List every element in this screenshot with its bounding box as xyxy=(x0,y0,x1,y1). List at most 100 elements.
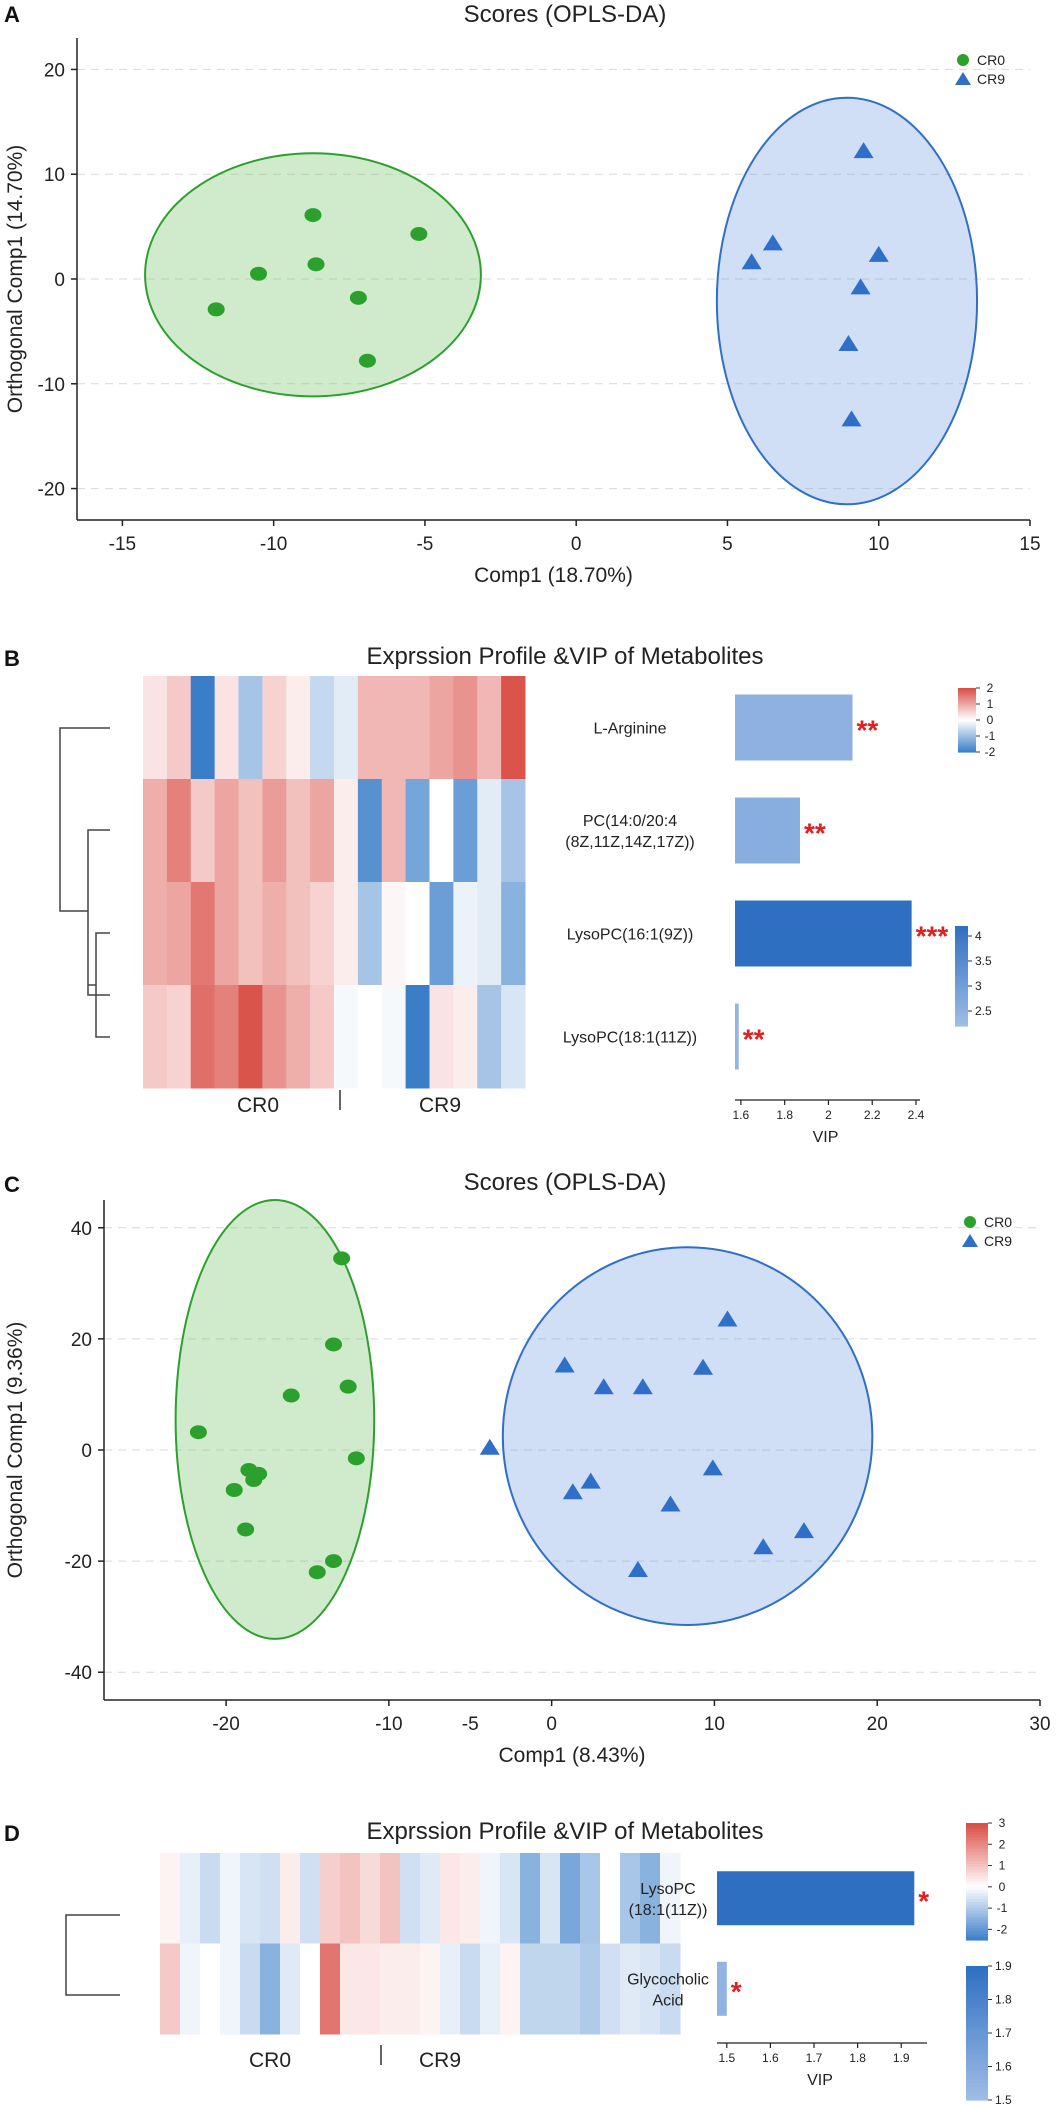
legend-label-cr9: CR9 xyxy=(984,1233,1012,1249)
heatmap-cell xyxy=(340,1853,361,1944)
vip-colorbar-segment xyxy=(966,2079,988,2084)
vip-colorbar-segment xyxy=(955,1003,968,1007)
group-label-cr0: CR0 xyxy=(249,2049,291,2072)
row-label: L-Arginine xyxy=(594,721,667,738)
heatmap-cell xyxy=(620,1943,641,2035)
zscore-colorbar-label: 0 xyxy=(999,1880,1006,1894)
vip-colorbar-segment xyxy=(955,983,968,987)
heatmap-cell xyxy=(238,779,263,883)
data-point-cr9 xyxy=(853,142,874,159)
zscore-colorbar-segment xyxy=(958,715,976,718)
heatmap-cell xyxy=(501,985,526,1089)
heatmap-cell xyxy=(300,1853,321,1944)
row-label: Glycocholic xyxy=(627,1971,709,1988)
vip-tick-label: 1.5 xyxy=(718,2051,735,2065)
data-point-cr0 xyxy=(339,1379,357,1394)
vip-colorbar-segment xyxy=(966,1982,988,1987)
panel-C: C Scores (OPLS-DA) -40 -20 0 20 40 -20 -10 -5 0 10 2… xyxy=(4,1169,1051,1767)
zscore-colorbar-segment xyxy=(966,1863,988,1868)
heatmap-cell xyxy=(280,1943,301,2035)
zscore-colorbar-segment xyxy=(966,1858,988,1862)
row-label: (18:1(11Z)) xyxy=(629,1902,708,1919)
panel-A: A Scores (OPLS-DA) -20 -10 0 10 20 -15 -10 -5 0 5 10… xyxy=(4,1,1041,587)
zscore-colorbar-segment xyxy=(958,704,976,707)
vip-colorbar-segment xyxy=(966,1992,988,1997)
zscore-colorbar-segment xyxy=(966,1907,988,1912)
vip-colorbar-segment xyxy=(966,2063,988,2068)
x-axis-label: Comp1 (8.43%) xyxy=(498,1744,645,1767)
vip-colorbar-segment xyxy=(955,1006,968,1010)
zscore-colorbar-segment xyxy=(966,1840,988,1845)
heatmap-cell xyxy=(501,676,526,780)
heatmap-cell xyxy=(360,1853,381,1944)
row-label: Acid xyxy=(652,1992,683,2009)
heatmap-cell xyxy=(429,985,454,1089)
heatmap-cell xyxy=(190,676,216,780)
heatmap-cell xyxy=(260,1943,281,2035)
vip-colorbar-segment xyxy=(966,2006,988,2011)
heatmap-cell xyxy=(580,1853,601,1944)
heatmap-cell xyxy=(405,882,430,986)
zscore-colorbar-label: -1 xyxy=(997,1901,1008,1915)
vip-colorbar-segment xyxy=(966,2096,988,2101)
x-tick-label: -5 xyxy=(462,1714,479,1735)
data-point-cr0 xyxy=(325,1337,343,1352)
heatmap-cell xyxy=(500,1853,521,1944)
heatmap-cell xyxy=(166,985,192,1089)
zscore-colorbar-segment xyxy=(958,739,976,742)
significance-stars: * xyxy=(731,1976,742,2007)
vip-colorbar-segment xyxy=(966,2036,988,2041)
vip-colorbar-segment xyxy=(966,2093,988,2098)
dendrogram-branch xyxy=(59,727,110,912)
zscore-colorbar-segment xyxy=(958,716,976,719)
vip-colorbar-segment xyxy=(955,938,968,942)
chart-title: Exprssion Profile &VIP of Metabolites xyxy=(366,1818,763,1845)
zscore-colorbar-segment xyxy=(966,1828,988,1833)
x-tick-label: 15 xyxy=(1019,534,1040,555)
zscore-colorbar-segment xyxy=(958,705,976,708)
zscore-colorbar-segment xyxy=(958,699,976,702)
x-tick-label: -20 xyxy=(212,1714,239,1735)
vip-colorbar-segment xyxy=(966,2022,988,2027)
heatmap-cell xyxy=(453,882,478,986)
y-tick-label: 0 xyxy=(54,270,65,291)
vip-colorbar-segment xyxy=(966,2089,988,2094)
vip-colorbar-segment xyxy=(955,1013,968,1017)
vip-tick-label: 2 xyxy=(825,1108,832,1122)
vip-axis-label: VIP xyxy=(807,2072,833,2089)
x-tick-label: 5 xyxy=(722,534,733,555)
zscore-colorbar-segment xyxy=(966,1875,988,1880)
vip-colorbar-segment xyxy=(955,993,968,997)
data-point-cr0 xyxy=(410,226,428,241)
heatmap-cell xyxy=(460,1943,481,2035)
vip-colorbar-segment xyxy=(955,1021,968,1025)
heatmap-cell xyxy=(220,1943,241,2035)
vip-colorbar-segment xyxy=(966,2069,988,2074)
heatmap-cell xyxy=(560,1943,581,2035)
heatmap-cell xyxy=(429,882,454,986)
heatmap-cell xyxy=(600,1853,621,1944)
vip-colorbar-segment xyxy=(955,963,968,967)
zscore-colorbar-segment xyxy=(958,737,976,740)
zscore-colorbar-segment xyxy=(958,720,976,723)
vip-colorbar-segment xyxy=(955,971,968,975)
zscore-colorbar-segment xyxy=(966,1910,988,1915)
vip-colorbar-label: 4 xyxy=(975,929,982,943)
data-point-cr9 xyxy=(627,1561,648,1577)
zscore-colorbar-segment xyxy=(966,1872,988,1877)
vip-tick-label: 2.2 xyxy=(864,1108,881,1122)
heatmap-cell xyxy=(460,1853,481,1944)
heatmap-cell xyxy=(580,1943,601,2035)
zscore-colorbar-segment xyxy=(958,710,976,713)
heatmap-cell xyxy=(143,676,168,780)
vip-colorbar-segment xyxy=(966,2026,988,2031)
heatmap-cell xyxy=(320,1853,341,1944)
vip-colorbar-segment xyxy=(955,936,968,940)
zscore-colorbar-segment xyxy=(966,1881,988,1886)
heatmap-cell xyxy=(160,1853,181,1944)
zscore-colorbar-segment xyxy=(966,1937,988,1941)
row-label: LysoPC(18:1(11Z)) xyxy=(563,1030,697,1047)
heatmap-cell xyxy=(262,779,287,883)
heatmap-cell xyxy=(286,882,311,986)
significance-stars: ** xyxy=(743,1024,765,1055)
